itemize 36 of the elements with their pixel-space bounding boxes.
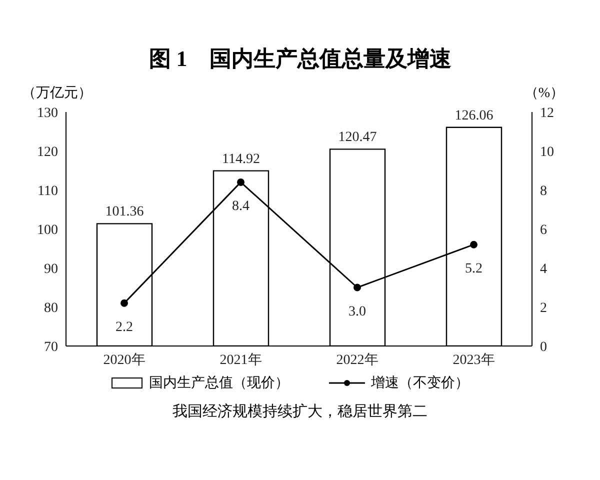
data-label: 114.92	[222, 152, 260, 167]
y2-tick-label: 12	[540, 106, 554, 121]
x-tick-label: 2020年	[103, 352, 146, 368]
text: 我国经济规模持续扩大，稳居世界第二	[172, 402, 428, 421]
data-label: 2.2	[116, 320, 133, 336]
data-label: 8.4	[232, 199, 250, 214]
data-label: 120.47	[338, 130, 377, 146]
y-axis-title: （万亿元）	[22, 85, 92, 102]
x-tick-label: 2021年	[220, 352, 262, 368]
x-tick-label: 2023年	[452, 352, 495, 368]
y-tick-label: 80	[44, 300, 58, 316]
y-tick-label: 110	[38, 184, 58, 199]
y-tick-label: 90	[44, 262, 58, 277]
point	[354, 284, 361, 292]
x-tick-label: 2022年	[336, 352, 378, 368]
y2-tick-label: 0	[540, 340, 547, 355]
y-tick-label: 130	[37, 106, 58, 121]
y2-tick-label: 2	[540, 300, 547, 316]
legend-label: 国内生产总值（现价）	[149, 374, 289, 392]
legend-label: 增速（不变价）	[371, 374, 469, 392]
data-label: 5.2	[465, 262, 482, 277]
y2-tick-label: 8	[540, 184, 547, 199]
chart-title: 图 1 国内生产总值总量及增速	[148, 45, 452, 73]
y-tick-label: 70	[44, 340, 58, 355]
data-label: 3.0	[348, 304, 366, 320]
y-tick-label: 120	[37, 144, 58, 160]
data-label: 101.36	[105, 204, 144, 220]
point	[120, 299, 128, 307]
y-tick-label: 100	[37, 222, 58, 238]
point	[470, 240, 478, 248]
y2-tick-label: 4	[540, 262, 547, 277]
y2-tick-label: 10	[540, 144, 554, 160]
y2-tick-label: 6	[540, 222, 547, 238]
y2-axis-title: （%）	[524, 85, 564, 102]
point	[237, 178, 244, 186]
data-label: 126.06	[454, 108, 494, 124]
